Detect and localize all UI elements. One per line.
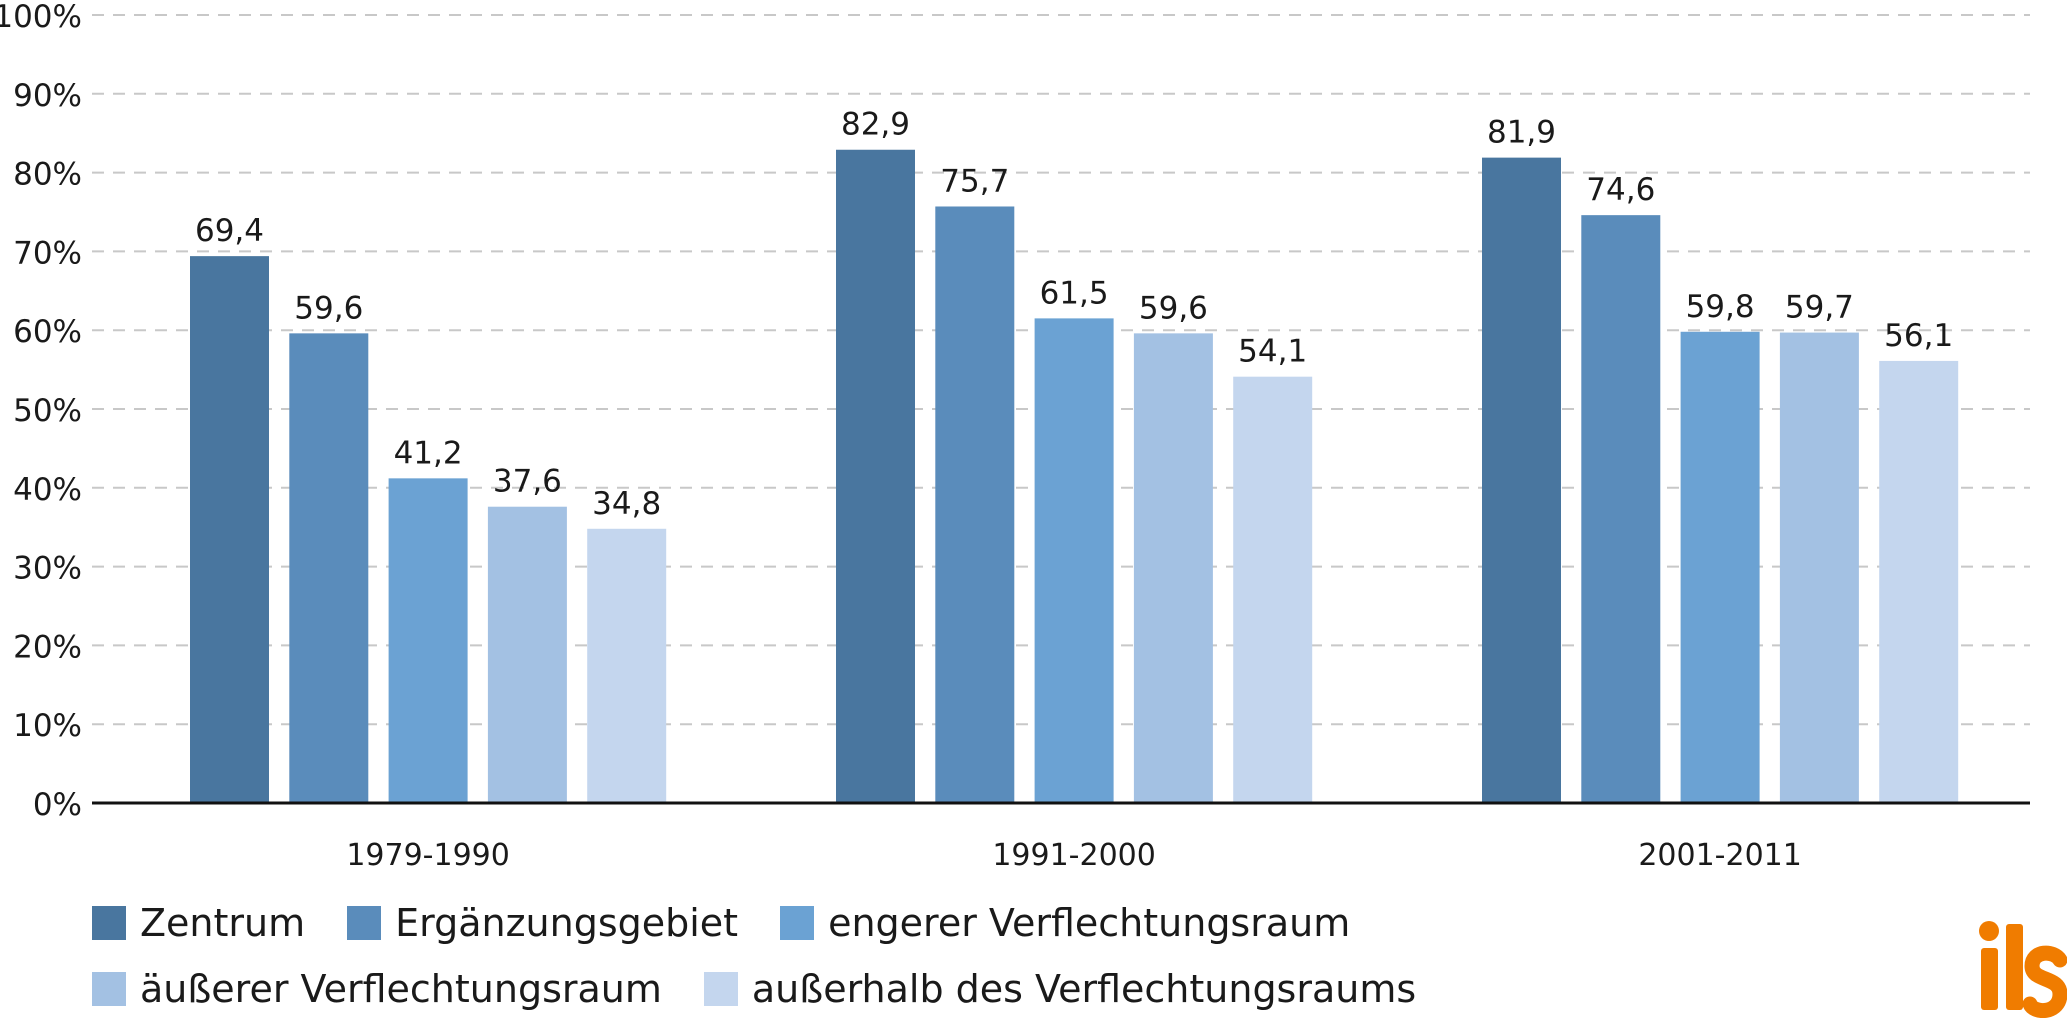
bar bbox=[587, 528, 667, 803]
y-tick-label: 70% bbox=[13, 235, 82, 271]
legend-swatch bbox=[780, 906, 815, 940]
bar-value-labels: 69,4 59,6 41,2 37,6 34,8 82,9 75,7 61,5 59,6 54,1… bbox=[195, 107, 1953, 522]
y-tick-label: 0% bbox=[33, 787, 82, 823]
legend-swatch bbox=[347, 906, 382, 940]
bar bbox=[1233, 376, 1313, 803]
logo-dot bbox=[1979, 921, 1999, 941]
y-tick-label: 20% bbox=[13, 629, 82, 665]
bar-value-label: 74,6 bbox=[1586, 172, 1655, 208]
bar bbox=[1779, 332, 1859, 803]
y-tick-label: 100% bbox=[0, 0, 82, 35]
y-tick-label: 60% bbox=[13, 314, 82, 350]
bar-value-label: 75,7 bbox=[940, 163, 1009, 199]
legend-item: Ergänzungsgebiet bbox=[347, 898, 738, 948]
bar bbox=[1034, 318, 1114, 803]
bar bbox=[836, 149, 915, 804]
bar bbox=[289, 333, 369, 803]
y-tick-label: 80% bbox=[13, 157, 82, 193]
bar bbox=[1482, 157, 1561, 804]
bar-value-label: 59,6 bbox=[294, 290, 363, 326]
legend-swatch bbox=[703, 972, 738, 1006]
legend-label: Zentrum bbox=[140, 901, 306, 945]
legend-item: äußerer Verflechtungsraum bbox=[92, 964, 662, 1014]
bar bbox=[1879, 360, 1959, 803]
bar-value-label: 69,4 bbox=[195, 213, 264, 249]
bar-value-label: 81,9 bbox=[1487, 115, 1556, 151]
y-tick-label: 40% bbox=[13, 472, 82, 508]
bar bbox=[487, 506, 567, 803]
bar-value-label: 59,8 bbox=[1686, 289, 1755, 325]
bar bbox=[388, 478, 468, 803]
x-tick-label: 2001-2011 bbox=[1638, 838, 1802, 873]
x-axis-ticks: 1979-1990 1991-2000 2001-2011 bbox=[346, 838, 1802, 873]
logo-stem-l bbox=[2006, 924, 2023, 1010]
bar bbox=[935, 206, 1015, 803]
bar-value-label: 61,5 bbox=[1040, 275, 1109, 311]
legend-label: engerer Verflechtungsraum bbox=[828, 901, 1351, 945]
legend: Zentrum Ergänzungsgebiet engerer Verflecht… bbox=[92, 898, 1952, 1014]
legend-label: Ergänzungsgebiet bbox=[395, 901, 739, 945]
bar-value-label: 82,9 bbox=[841, 107, 910, 143]
legend-swatch bbox=[92, 972, 126, 1006]
bar-value-label: 59,6 bbox=[1139, 290, 1208, 326]
legend-item: engerer Verflechtungsraum bbox=[780, 898, 1350, 948]
bar bbox=[1680, 331, 1760, 803]
logo-s bbox=[2022, 945, 2067, 1018]
legend-swatch bbox=[92, 906, 126, 940]
legend-item: Zentrum bbox=[92, 898, 305, 948]
x-tick-label: 1979-1990 bbox=[346, 838, 510, 873]
bar bbox=[1581, 215, 1661, 804]
bar-value-label: 34,8 bbox=[592, 486, 661, 522]
bars bbox=[190, 149, 1959, 804]
bar bbox=[190, 256, 269, 803]
logo-stem-i bbox=[1981, 948, 1998, 1010]
y-tick-label: 50% bbox=[13, 393, 82, 429]
y-tick-label: 90% bbox=[13, 78, 82, 114]
x-tick-label: 1991-2000 bbox=[992, 838, 1156, 873]
bar-value-label: 59,7 bbox=[1785, 290, 1854, 326]
y-tick-label: 10% bbox=[13, 708, 82, 744]
bar-value-label: 41,2 bbox=[394, 435, 463, 471]
bar-value-label: 56,1 bbox=[1884, 318, 1953, 354]
legend-label: äußerer Verflechtungsraum bbox=[140, 967, 662, 1011]
y-axis-ticks: 0% 10% 20% 30% 40% 50% 60% 70% 80% 90% 100% bbox=[0, 0, 82, 823]
ils-logo bbox=[1979, 921, 2067, 1018]
bar bbox=[1133, 333, 1213, 803]
y-tick-label: 30% bbox=[13, 551, 82, 587]
bar-value-label: 37,6 bbox=[493, 464, 562, 500]
legend-item: außerhalb des Verflechtungsraums bbox=[703, 964, 1417, 1014]
legend-label: außerhalb des Verflechtungsraums bbox=[751, 967, 1417, 1011]
bar-value-label: 54,1 bbox=[1238, 334, 1307, 370]
